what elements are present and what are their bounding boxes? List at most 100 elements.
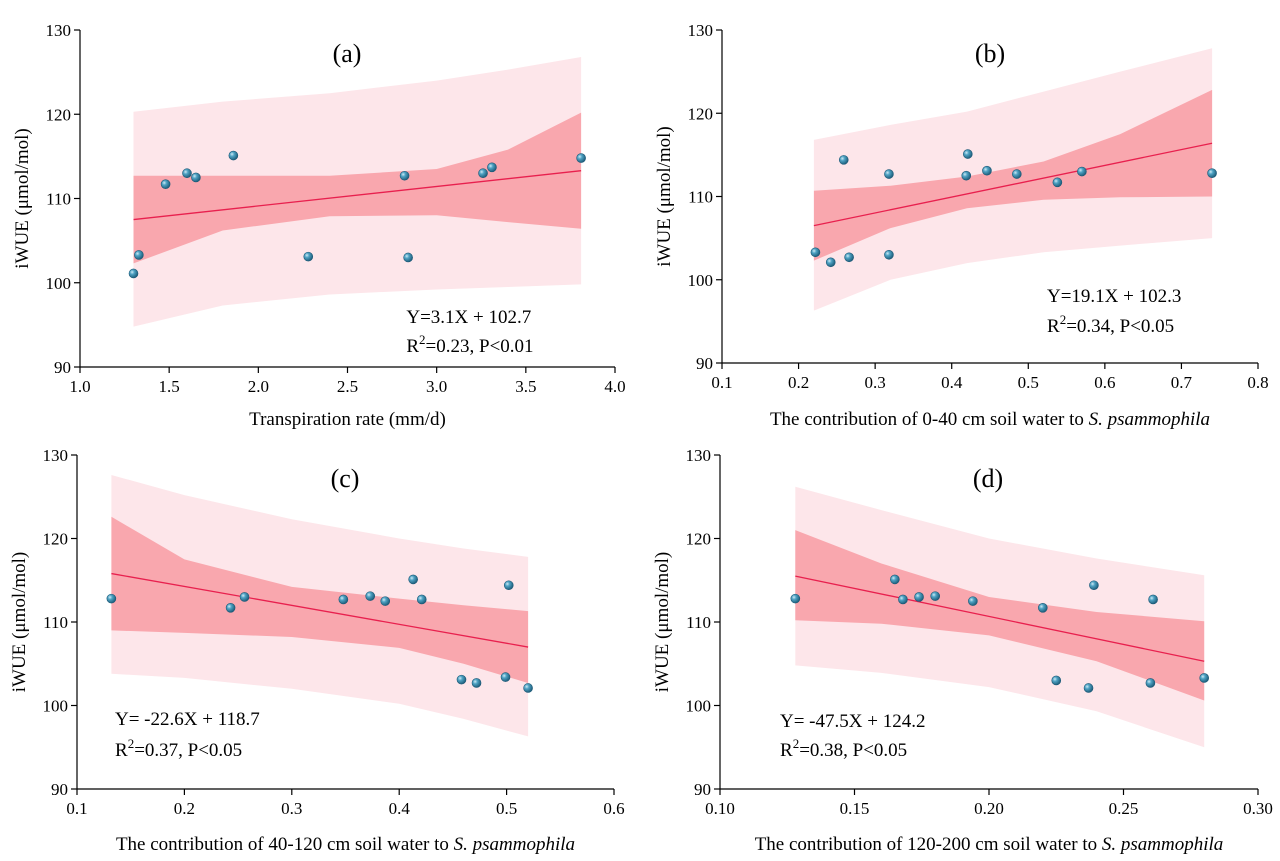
x-axis-title: The contribution of 40-120 cm soil water…	[116, 834, 575, 855]
y-tick-label: 110	[46, 190, 71, 209]
chart-panel-d: 0.10 0.15 0.20 0.25 0.30 90 100 110 120 130 iWUE (…	[652, 446, 1273, 855]
y-tick-label: 130	[43, 446, 69, 465]
data-point	[478, 168, 488, 179]
data-point	[930, 591, 941, 601]
data-point	[1083, 683, 1094, 693]
data-point	[576, 153, 586, 163]
y-tick-label: 90	[51, 780, 68, 799]
x-tick-label: 0.1	[711, 373, 732, 392]
confidence-band	[133, 112, 582, 264]
x-tick-label: 0.2	[174, 799, 195, 818]
y-tick-label: 120	[43, 530, 69, 549]
x-axis-title: The contribution of 120-200 cm soil wate…	[755, 834, 1224, 855]
regression-equation: Y= -22.6X + 118.7	[115, 709, 260, 730]
panel-label: (a)	[333, 39, 362, 68]
data-point	[456, 674, 467, 685]
y-tick-label: 110	[688, 188, 713, 207]
y-tick-label: 100	[686, 697, 712, 716]
y-axis-title: iWUE (μmol/mol)	[9, 552, 30, 693]
data-point	[890, 574, 900, 585]
x-tick-label: 1.5	[159, 377, 180, 396]
data-point	[134, 250, 144, 260]
x-tick-label: 0.2	[788, 373, 809, 392]
y-tick-label: 100	[688, 271, 714, 290]
x-tick-label: 1.0	[69, 377, 90, 396]
x-tick-label: 3.5	[515, 377, 536, 396]
panel-label: (c)	[331, 464, 360, 493]
data-point	[1077, 166, 1087, 177]
data-point	[380, 596, 391, 606]
data-point	[338, 594, 349, 605]
data-point	[399, 170, 410, 181]
data-point	[961, 170, 972, 181]
data-point	[523, 683, 533, 693]
data-point	[1038, 603, 1048, 613]
x-tick-label: 0.3	[281, 799, 302, 818]
data-point	[408, 574, 418, 585]
regression-stats: R2=0.37, P<0.05	[115, 736, 242, 761]
y-tick-label: 100	[46, 274, 72, 293]
data-point	[898, 594, 908, 605]
regression-line	[813, 142, 1213, 227]
panel-label: (d)	[973, 464, 1003, 493]
data-point	[968, 596, 978, 606]
x-axis-title: Transpiration rate (mm/d)	[249, 409, 446, 430]
data-point	[1052, 177, 1063, 188]
x-tick-label: 0.5	[496, 799, 517, 818]
x-tick-label: 0.6	[603, 799, 624, 818]
y-tick-label: 110	[686, 613, 711, 632]
data-point	[500, 672, 511, 682]
data-point	[303, 251, 314, 262]
x-tick-label: 0.4	[389, 799, 411, 818]
chart-panel-a: 1.0 1.5 2.0 2.5 3.0 3.5 4.0 90 100 110 120 130 iWUE …	[12, 21, 626, 430]
data-point	[844, 252, 854, 263]
confidence-band	[795, 530, 1205, 701]
regression-stats: R2=0.38, P<0.05	[780, 736, 907, 761]
x-tick-label: 0.4	[941, 373, 963, 392]
x-tick-label: 0.6	[1094, 373, 1115, 392]
data-point	[487, 162, 497, 173]
data-point	[228, 150, 239, 161]
y-tick-label: 90	[696, 354, 713, 373]
data-point	[1199, 673, 1209, 683]
y-axis-title: iWUE (μmol/mol)	[652, 552, 673, 693]
y-tick-label: 120	[686, 530, 712, 549]
regression-line	[133, 170, 582, 221]
data-point	[825, 257, 836, 268]
x-tick-label: 4.0	[604, 377, 625, 396]
y-tick-label: 120	[688, 104, 714, 123]
data-point	[884, 249, 894, 260]
chart-panel-b: 0.1 0.2 0.3 0.4 0.5 0.6 0.7 0.8 90 100 110 120 130 iW…	[654, 21, 1269, 430]
data-point	[239, 592, 250, 602]
data-point	[1089, 580, 1099, 591]
x-tick-label: 0.8	[1247, 373, 1268, 392]
x-tick-label: 2.0	[248, 377, 269, 396]
y-tick-label: 90	[694, 780, 711, 799]
data-point	[191, 172, 201, 183]
panel-label: (b)	[975, 39, 1005, 68]
confidence-band	[111, 516, 529, 683]
x-tick-label: 2.5	[337, 377, 358, 396]
x-tick-label: 0.5	[1018, 373, 1039, 392]
regression-stats: R2=0.23, P<0.01	[406, 332, 533, 357]
x-tick-label: 3.0	[426, 377, 447, 396]
data-point	[1051, 675, 1062, 686]
data-point	[1145, 678, 1156, 688]
x-tick-label: 0.15	[840, 799, 870, 818]
data-point	[503, 580, 514, 591]
regression-stats: R2=0.34, P<0.05	[1047, 312, 1174, 337]
data-point	[1148, 594, 1158, 605]
y-tick-label: 130	[686, 446, 712, 465]
y-axis-title: iWUE (μmol/mol)	[654, 126, 675, 267]
data-point	[810, 247, 821, 258]
y-axis-title: iWUE (μmol/mol)	[12, 128, 33, 269]
x-tick-label: 0.7	[1171, 373, 1193, 392]
data-point	[914, 592, 924, 602]
data-point	[160, 179, 171, 189]
x-tick-label: 0.30	[1243, 799, 1273, 818]
x-tick-label: 0.10	[705, 799, 735, 818]
x-tick-label: 0.1	[66, 799, 87, 818]
regression-equation: Y=19.1X + 102.3	[1047, 286, 1181, 307]
data-point	[838, 155, 849, 165]
chart-panel-c: 0.1 0.2 0.3 0.4 0.5 0.6 90 100 110 120 130 iWUE (μm…	[9, 446, 625, 855]
